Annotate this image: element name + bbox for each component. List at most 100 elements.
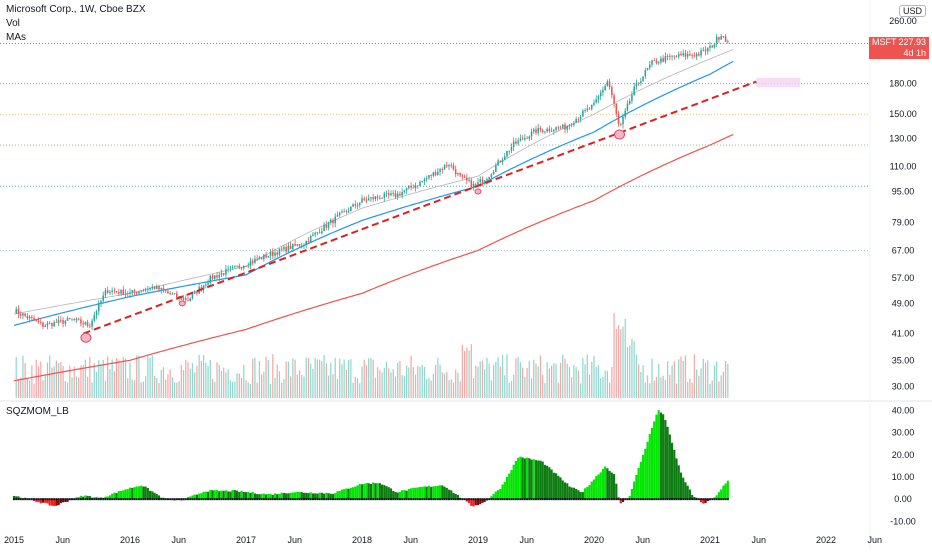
candle: [68, 318, 71, 319]
squeeze-dot: [231, 498, 234, 501]
candle: [425, 178, 428, 180]
volume-bar: [381, 372, 383, 398]
momentum-bar: [218, 491, 221, 500]
squeeze-dot: [289, 498, 292, 501]
squeeze-dot: [229, 498, 232, 501]
squeeze-dot: [439, 498, 442, 501]
squeeze-dot: [62, 498, 65, 501]
volume-bar: [397, 362, 399, 398]
candle: [421, 181, 424, 182]
momentum-bar: [191, 495, 194, 500]
momentum-bar: [126, 489, 129, 500]
squeeze-dot: [124, 498, 127, 501]
candle: [443, 165, 446, 170]
momentum-bar: [267, 493, 270, 500]
volume-bar: [624, 318, 626, 398]
momentum-bar: [621, 499, 625, 502]
volume-bar: [446, 372, 448, 398]
squeeze-dot: [46, 498, 49, 501]
oscillator-legend[interactable]: SQZMOM_LB: [6, 406, 69, 417]
squeeze-dot: [530, 498, 533, 501]
time-axis-label: 2015: [4, 535, 24, 545]
momentum-bar: [470, 499, 473, 506]
momentum-bar: [539, 460, 542, 500]
squeeze-dot: [227, 498, 230, 501]
momentum-bar: [117, 490, 120, 500]
momentum-bar: [206, 491, 210, 500]
candle: [77, 318, 80, 320]
volume-bar: [722, 371, 724, 398]
momentum-bar: [247, 492, 250, 500]
candle: [702, 49, 705, 51]
moving-averages-legend[interactable]: MAs: [6, 32, 26, 43]
volume-bar: [691, 382, 693, 398]
symbol-legend[interactable]: Microsoft Corp., 1W, Cboe BZX: [6, 4, 146, 15]
squeeze-dot: [519, 498, 522, 501]
volume-bar: [22, 355, 24, 398]
time-axis-label: 2022: [816, 535, 836, 545]
support-trendline: [83, 80, 757, 335]
candle: [606, 81, 609, 86]
volume-bar: [336, 379, 339, 398]
candle: [698, 53, 700, 56]
candle: [131, 290, 134, 293]
volume-bar: [223, 367, 225, 398]
volume-bar: [316, 359, 318, 398]
momentum-bar: [675, 458, 678, 500]
candle: [129, 292, 131, 294]
volume-bar: [69, 365, 71, 398]
volume-bar: [267, 360, 269, 398]
squeeze-dot: [675, 498, 678, 501]
candle: [31, 316, 33, 319]
squeeze-dot: [644, 498, 647, 501]
squeeze-dot: [358, 498, 361, 501]
momentum-bar: [559, 477, 562, 500]
volume-bar: [423, 366, 426, 398]
candle: [561, 124, 564, 128]
volume-bar: [15, 357, 17, 398]
squeeze-dot: [715, 498, 718, 501]
candle: [278, 248, 281, 255]
squeeze-dot: [561, 498, 564, 501]
squeeze-dot: [619, 498, 622, 501]
momentum-bar: [104, 496, 107, 500]
squeeze-dot: [242, 498, 245, 501]
squeeze-dot: [314, 498, 317, 501]
momentum-bar: [124, 489, 127, 500]
momentum-bar: [144, 486, 147, 500]
candle: [706, 48, 709, 52]
momentum-bar: [414, 487, 417, 500]
volume-bar: [493, 365, 495, 398]
volume-bar: [71, 377, 73, 398]
squeeze-dot: [572, 498, 575, 501]
squeeze-dot: [79, 498, 82, 501]
momentum-bar: [235, 490, 239, 500]
momentum-bar: [659, 412, 663, 500]
momentum-bar: [525, 457, 529, 500]
volume-bar: [484, 369, 486, 398]
candle: [274, 252, 276, 256]
volume-bar: [591, 361, 593, 398]
squeeze-dot: [378, 498, 381, 501]
candle: [75, 318, 78, 320]
candle: [709, 45, 711, 49]
momentum-bar: [492, 493, 495, 500]
candle: [111, 290, 113, 292]
squeeze-dot: [655, 498, 658, 501]
currency-button[interactable]: USD: [898, 5, 926, 17]
volume-bar: [459, 381, 461, 398]
candle: [450, 165, 453, 166]
volume-bar: [66, 382, 69, 398]
squeeze-dot: [506, 498, 508, 501]
momentum-bar: [646, 441, 649, 500]
candle: [564, 124, 566, 130]
volume-bar: [455, 369, 457, 398]
candle: [249, 261, 252, 266]
squeeze-dot: [483, 498, 486, 501]
momentum-bar: [601, 469, 605, 500]
volume-legend[interactable]: Vol: [6, 18, 20, 29]
squeeze-dot: [209, 498, 212, 501]
momentum-bar: [490, 496, 493, 500]
